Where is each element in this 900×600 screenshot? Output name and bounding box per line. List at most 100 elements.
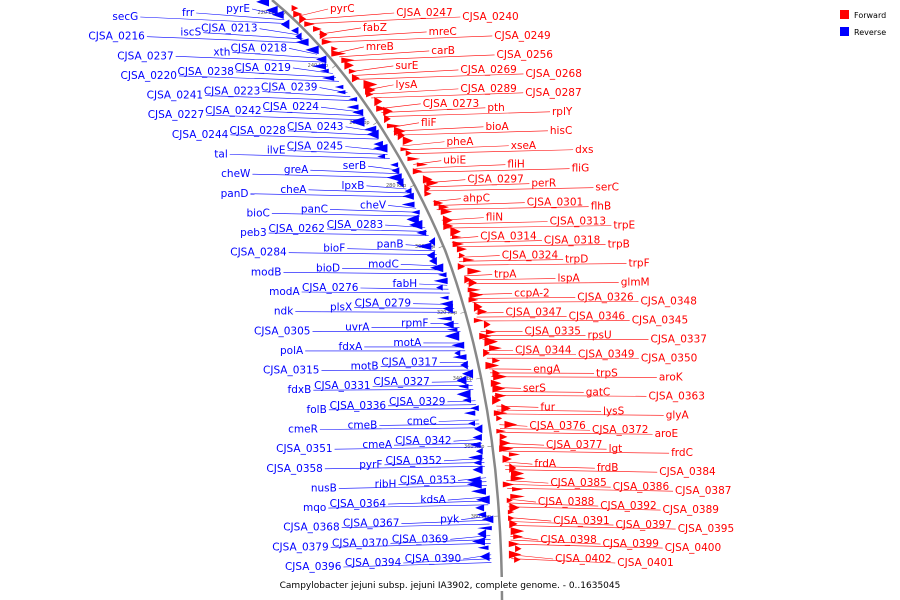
reverse-gene-label: mqo [303,502,326,514]
forward-gene-label: CJSA_0268 [525,68,581,80]
reverse-feature [334,84,344,90]
reverse-feature [401,201,415,208]
reverse-feature [411,209,420,215]
reverse-leader-line [252,173,401,178]
forward-leader-line [425,183,530,188]
forward-feature [502,455,512,463]
reverse-leader-line [313,389,474,391]
forward-feature [293,10,303,18]
reverse-feature [433,277,448,285]
forward-leader-line [506,480,549,484]
reverse-feature [256,0,269,7]
reverse-feature [364,125,377,134]
forward-feature [400,147,411,152]
forward-feature [506,497,513,504]
forward-gene-label: CJSA_0337 [650,333,706,345]
forward-feature [483,348,490,357]
forward-feature [514,556,521,563]
reverse-leader-line [388,500,489,505]
forward-gene-label: fabZ [363,22,387,34]
reverse-feature [390,162,399,168]
reverse-gene-label: fdxB [288,384,312,396]
reverse-gene-label: motA [393,337,422,349]
forward-feature [468,278,477,288]
forward-gene-label: aroK [659,371,684,383]
forward-feature [442,215,453,225]
forward-gene-label: CJSA_0313 [550,216,606,228]
forward-gene-label: ahpC [463,193,490,205]
reverse-feature [426,250,435,261]
forward-gene-label: gatC [586,386,611,398]
forward-leader-line [504,461,533,465]
forward-feature [473,301,483,312]
reverse-leader-line [347,248,436,251]
reverse-feature [474,424,483,434]
forward-gene-label: carB [431,45,455,57]
reverse-gene-label: folB [307,404,327,416]
reverse-gene-label: CJSA_0224 [263,101,320,113]
forward-gene-label: CJSA_0392 [600,500,656,512]
reverse-leader-line [259,28,300,36]
reverse-feature [452,354,467,360]
reverse-feature [291,26,299,35]
forward-gene-label: trpB [608,239,630,251]
reverse-leader-line [205,95,354,101]
forward-leader-line [459,259,564,262]
reverse-feature [417,242,432,251]
reverse-gene-label: cmeA [362,439,392,451]
reverse-feature [315,55,327,64]
reverse-leader-line [250,193,411,198]
forward-gene-label: glmM [621,277,650,289]
forward-feature [405,150,412,157]
forward-leader-line [393,126,484,132]
reverse-feature [439,300,453,308]
reverse-gene-label: CJSA_0244 [172,129,229,141]
forward-leader-line [460,263,627,266]
forward-feature [511,469,525,478]
reverse-leader-line [310,169,399,174]
reverse-leader-line [447,400,476,403]
reverse-gene-label: CJSA_0242 [205,105,261,117]
reverse-gene-label: CJSA_0262 [268,223,324,235]
forward-gene-label: pheA [446,136,474,148]
forward-feature [468,297,479,303]
reverse-gene-label: cheW [221,168,251,180]
forward-gene-label: dxs [575,144,593,156]
forward-gene-label: CJSA_0297 [467,174,523,186]
reverse-feature [352,109,364,116]
forward-leader-line [510,539,601,545]
reverse-gene-label: panD [221,188,249,200]
forward-feature [510,527,525,535]
forward-gene-label: CJSA_0345 [632,314,688,326]
reverse-gene-label: CJSA_0218 [231,42,287,54]
reverse-gene-label: CJSA_0223 [204,86,260,98]
tick-mark [460,311,466,314]
reverse-feature [346,104,359,110]
map-caption: Campylobacter jejuni subsp. jejuni IA390… [280,581,621,591]
reverse-leader-line [268,232,429,236]
reverse-gene-label: CJSA_0216 [88,31,145,43]
reverse-feature [265,5,278,15]
reverse-feature [377,154,386,159]
forward-leader-line [508,506,661,511]
forward-leader-line [383,111,551,117]
forward-feature [501,403,511,413]
forward-leader-line [427,187,594,192]
reverse-leader-line [320,106,362,113]
forward-feature [463,257,475,263]
forward-leader-line [502,442,545,446]
forward-feature [424,184,431,194]
forward-feature [502,481,515,488]
reverse-leader-line [372,385,473,387]
forward-gene-label: CJSA_0385 [550,477,606,489]
reverse-leader-line [262,91,351,97]
reverse-gene-label: iscS [180,27,201,39]
reverse-leader-line [338,485,487,489]
reverse-gene-label: CJSA_0245 [287,141,343,153]
forward-gene-label: trpS [596,367,618,379]
forward-leader-line [357,73,524,80]
forward-gene-label: CJSA_0389 [663,504,719,516]
reverse-leader-line [379,423,480,426]
forward-leader-line [509,521,614,526]
